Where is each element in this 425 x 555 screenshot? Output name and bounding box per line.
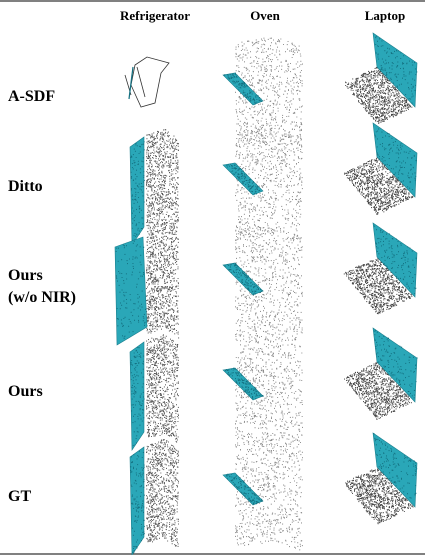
door-part-points <box>130 346 145 447</box>
column-header: Oven <box>250 8 280 23</box>
point-cloud-body <box>235 127 303 240</box>
point-cloud-body <box>235 37 303 149</box>
laptop-base-points <box>343 258 413 315</box>
laptop-screen-part-points <box>374 329 418 399</box>
door-part-points <box>115 240 146 340</box>
door-part <box>114 236 148 346</box>
laptop-screen-part <box>372 32 418 108</box>
row-label: A-SDF <box>8 88 55 105</box>
door-part <box>129 136 145 246</box>
laptop-base-points <box>345 66 413 125</box>
door-part-points <box>130 141 145 245</box>
laptop-base-points <box>344 157 414 215</box>
row-label: GT <box>8 488 31 505</box>
laptop-screen-part-points <box>373 433 418 499</box>
door-part <box>129 341 145 451</box>
oven-door-part <box>222 262 264 296</box>
oven-door-part <box>222 472 264 506</box>
point-cloud-body <box>146 439 180 547</box>
laptop-base-points <box>345 468 414 525</box>
point-cloud-body <box>146 228 180 339</box>
column-header: Refrigerator <box>120 8 190 23</box>
point-cloud-body <box>146 334 179 443</box>
row-label: Ours <box>8 267 43 284</box>
oven-door-part <box>222 162 264 196</box>
oven-door-part-points <box>223 72 262 105</box>
laptop-screen-part <box>372 327 418 403</box>
laptop-screen-part <box>372 432 418 508</box>
oven-door-part-points <box>224 367 264 400</box>
door-part-points <box>130 450 145 553</box>
oven-door-part-points <box>224 262 264 295</box>
laptop-screen-part-points <box>375 35 418 104</box>
sparse-reconstruction-part <box>128 66 134 100</box>
oven-door-part-points <box>226 163 261 195</box>
door-part <box>129 446 145 555</box>
row-label: Ditto <box>8 178 43 195</box>
laptop-screen-part <box>372 122 418 198</box>
point-cloud-body <box>146 129 179 236</box>
row-label: Ours <box>8 383 43 400</box>
row-label: (w/o NIR) <box>8 289 76 306</box>
laptop-screen-part <box>372 222 418 298</box>
laptop-base-points <box>344 362 412 420</box>
laptop-screen-part-points <box>374 225 417 295</box>
point-cloud-body <box>235 332 303 446</box>
laptop-screen-part-points <box>374 128 417 191</box>
column-header: Laptop <box>365 8 405 23</box>
point-cloud-body <box>235 437 303 551</box>
oven-door-part-points <box>226 473 263 505</box>
